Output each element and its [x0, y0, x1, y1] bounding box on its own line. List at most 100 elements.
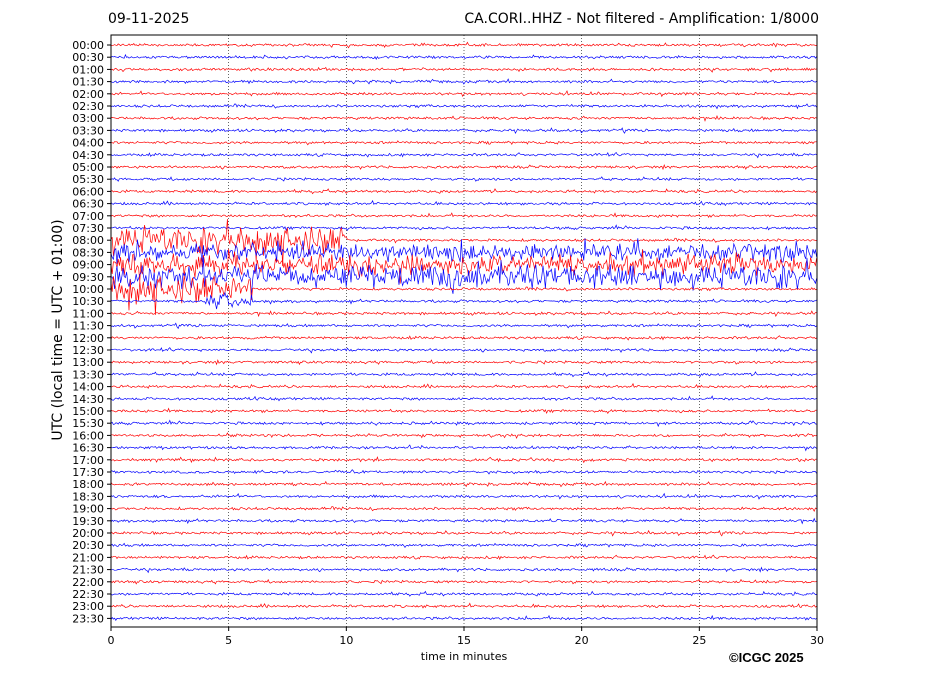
y-tick-label: 17:30 [72, 466, 104, 479]
trace-line [110, 127, 817, 135]
y-tick-label: 19:00 [72, 503, 104, 516]
trace-line [110, 529, 817, 537]
y-tick-label: 08:00 [72, 234, 104, 247]
y-tick-label: 20:00 [72, 527, 104, 540]
trace-line [110, 224, 817, 232]
trace-line [110, 480, 817, 488]
y-tick-label: 13:00 [72, 356, 104, 369]
trace-line [110, 371, 817, 378]
chart-title: CA.CORI..HHZ - Not filtered - Amplificat… [464, 11, 819, 27]
y-tick-label: 10:00 [72, 283, 104, 296]
copyright-text: ©ICGC 2025 [729, 650, 804, 665]
y-tick-label: 03:00 [72, 112, 104, 125]
trace-line [110, 90, 817, 98]
y-tick-label: 17:00 [72, 454, 104, 467]
trace-line [110, 419, 817, 428]
trace-line [110, 310, 817, 318]
y-tick-label: 04:30 [72, 149, 104, 162]
y-tick-label: 00:30 [72, 51, 104, 64]
y-tick-label: 15:00 [72, 405, 104, 418]
trace-line [110, 53, 817, 61]
y-tick-label: 21:30 [72, 564, 104, 577]
trace-line [110, 456, 817, 464]
x-tick-label: 0 [108, 634, 115, 647]
y-tick-label: 22:30 [72, 588, 104, 601]
trace-line [110, 590, 817, 597]
y-tick-label: 16:00 [72, 429, 104, 442]
y-tick-label: 03:30 [72, 124, 104, 137]
y-tick-label: 06:30 [72, 198, 104, 211]
trace-line [110, 359, 817, 366]
y-tick-label: 07:00 [72, 210, 104, 223]
trace-line [110, 199, 817, 207]
x-tick-label: 5 [225, 634, 232, 647]
y-tick-label: 08:30 [72, 246, 104, 259]
trace-line [111, 469, 817, 475]
y-tick-label: 02:00 [72, 88, 104, 101]
trace-line [110, 140, 817, 146]
trace-line [110, 444, 817, 452]
trace-line [110, 115, 817, 122]
date-label: 09-11-2025 [108, 11, 190, 27]
y-tick-label: 20:30 [72, 539, 104, 552]
trace-line [110, 335, 817, 341]
plot-frame [110, 34, 818, 628]
y-tick-label: 12:00 [72, 332, 104, 345]
grid-lines [228, 35, 700, 627]
trace-line [110, 578, 817, 585]
x-tick-label: 15 [457, 634, 471, 647]
y-tick-label: 23:30 [72, 612, 104, 625]
y-tick-label: 02:30 [72, 100, 104, 113]
y-tick-label: 01:30 [72, 76, 104, 89]
trace-line [110, 103, 817, 110]
trace-line [110, 322, 817, 330]
trace-line [110, 176, 817, 182]
trace-line [110, 407, 817, 415]
x-tick-label: 10 [339, 634, 353, 647]
trace-line [110, 517, 817, 525]
x-tick-label: 25 [692, 634, 706, 647]
y-tick-label: 00:00 [72, 39, 104, 52]
x-axis-label: time in minutes [420, 650, 508, 663]
y-tick-label: 09:30 [72, 271, 104, 284]
trace-line [110, 151, 817, 159]
trace-line [110, 492, 817, 500]
y-tick-label: 05:30 [72, 173, 104, 186]
trace-line [110, 163, 817, 171]
y-tick-label: 21:00 [72, 551, 104, 564]
trace-line [110, 188, 817, 195]
y-tick-label: 01:00 [72, 63, 104, 76]
trace-line [110, 542, 817, 549]
y-tick-label: 11:00 [72, 307, 104, 320]
trace-line [110, 248, 817, 284]
y-tick-label: 16:30 [72, 442, 104, 455]
y-tick-label: 18:00 [72, 478, 104, 491]
trace-line [110, 506, 817, 513]
x-axis-ticks: 0 5 10 15 20 25 30 [108, 627, 824, 647]
y-tick-label: 14:30 [72, 393, 104, 406]
y-tick-label: 23:00 [72, 600, 104, 613]
y-tick-label: 15:30 [72, 417, 104, 430]
y-tick-label: 22:00 [72, 576, 104, 589]
y-tick-label: 19:30 [72, 515, 104, 528]
trace-line [110, 395, 817, 402]
y-axis-ticks: 00:0000:3001:0001:3002:0002:3003:0003:30… [72, 39, 111, 625]
trace-line [111, 432, 817, 440]
trace-line [110, 602, 817, 609]
y-tick-label: 09:00 [72, 259, 104, 272]
y-tick-label: 10:30 [72, 295, 104, 308]
y-tick-label: 04:00 [72, 137, 104, 150]
trace-line [111, 257, 817, 297]
trace-line [110, 41, 817, 49]
y-tick-label: 14:00 [72, 381, 104, 394]
trace-line [110, 291, 817, 310]
trace-line [110, 78, 817, 85]
trace-line [110, 218, 817, 267]
y-tick-label: 07:30 [72, 222, 104, 235]
trace-line [110, 566, 817, 574]
y-tick-label: 18:30 [72, 490, 104, 503]
x-tick-label: 20 [575, 634, 589, 647]
y-tick-label: 11:30 [72, 320, 104, 333]
trace-line [110, 554, 817, 561]
y-tick-label: 06:00 [72, 185, 104, 198]
